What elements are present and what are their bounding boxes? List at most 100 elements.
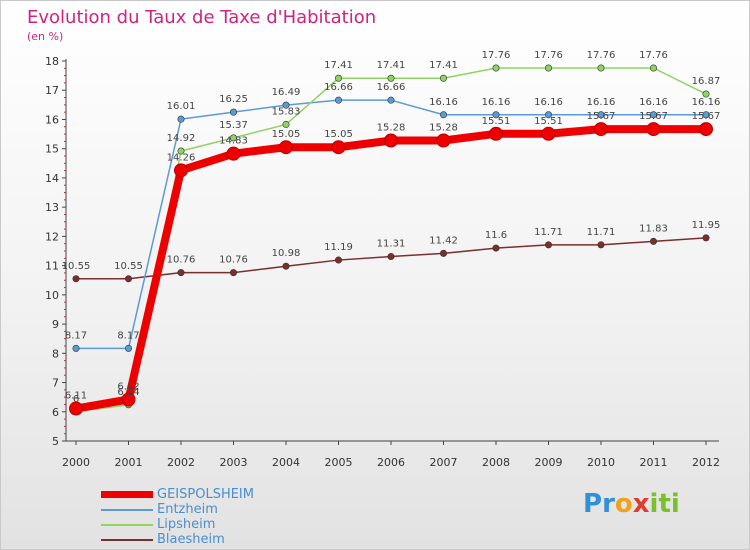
data-label-entzheim: 16.01 xyxy=(167,101,196,112)
logo-letter: r xyxy=(602,489,615,519)
data-label-geispolsheim: 14.26 xyxy=(167,152,196,163)
data-label-geispolsheim: 15.67 xyxy=(692,111,721,122)
data-label-lipsheim: 6.24 xyxy=(117,387,139,398)
data-label-blaesheim: 11.71 xyxy=(534,227,563,238)
logo-letter: i xyxy=(649,489,659,519)
data-point-entzheim xyxy=(177,115,185,123)
data-label-lipsheim: 17.41 xyxy=(429,60,458,71)
data-point-entzheim xyxy=(597,111,605,119)
chart-subtitle: (en %) xyxy=(27,30,64,43)
data-label-geispolsheim: 15.51 xyxy=(482,116,511,127)
y-tick-label: 15 xyxy=(45,143,59,156)
x-tick-label: 2011 xyxy=(640,456,668,469)
data-label-entzheim: 16.66 xyxy=(324,82,353,93)
x-tick-label: 2003 xyxy=(220,456,248,469)
data-label-lipsheim: 15.83 xyxy=(272,106,301,117)
data-point-blaesheim xyxy=(125,275,133,283)
data-point-entzheim xyxy=(72,344,80,352)
y-tick-label: 16 xyxy=(45,113,59,126)
data-point-lipsheim xyxy=(544,64,552,72)
y-tick-label: 5 xyxy=(52,435,59,448)
data-point-lipsheim xyxy=(230,134,238,142)
legend-label-blaesheim: Blaesheim xyxy=(157,532,225,547)
data-point-blaesheim xyxy=(492,244,500,252)
data-label-entzheim: 8.17 xyxy=(65,330,87,341)
x-tick-label: 2004 xyxy=(272,456,300,469)
data-label-blaesheim: 11.42 xyxy=(429,235,458,246)
data-point-blaesheim xyxy=(702,234,710,242)
data-point-lipsheim xyxy=(439,74,447,82)
data-label-lipsheim: 17.76 xyxy=(587,50,616,61)
data-point-entzheim xyxy=(544,111,552,119)
data-point-entzheim xyxy=(230,108,238,116)
data-point-blaesheim xyxy=(387,253,395,261)
data-point-geispolsheim xyxy=(174,163,188,178)
y-tick-label: 17 xyxy=(45,84,59,97)
chart-title: Evolution du Taux de Taxe d'Habitation xyxy=(27,7,377,28)
y-tick-label: 13 xyxy=(45,201,59,214)
data-point-lipsheim xyxy=(702,90,710,98)
data-point-blaesheim xyxy=(439,249,447,257)
data-point-geispolsheim xyxy=(646,122,661,137)
data-point-lipsheim xyxy=(492,64,500,72)
x-tick-label: 2012 xyxy=(692,456,720,469)
data-point-geispolsheim xyxy=(436,133,451,148)
data-label-geispolsheim: 15.28 xyxy=(377,123,406,134)
legend-label-lipsheim: Lipsheim xyxy=(157,517,216,532)
data-label-geispolsheim: 15.51 xyxy=(534,116,563,127)
data-point-entzheim xyxy=(282,101,290,109)
data-label-blaesheim: 10.98 xyxy=(272,248,301,259)
y-tick-label: 9 xyxy=(52,318,59,331)
y-tick-label: 8 xyxy=(52,347,59,360)
data-point-blaesheim xyxy=(649,237,657,245)
data-label-entzheim: 16.16 xyxy=(692,97,721,108)
data-label-entzheim: 16.16 xyxy=(587,97,616,108)
data-label-lipsheim: 17.76 xyxy=(639,50,668,61)
data-label-lipsheim: 15.37 xyxy=(219,120,248,131)
legend-swatch-geispolsheim xyxy=(101,491,153,498)
data-label-geispolsheim: 15.28 xyxy=(429,123,458,134)
data-label-blaesheim: 10.76 xyxy=(219,255,248,266)
data-label-entzheim: 16.16 xyxy=(429,97,458,108)
x-tick-label: 2002 xyxy=(167,456,195,469)
data-point-entzheim xyxy=(649,111,657,119)
data-label-blaesheim: 11.31 xyxy=(377,239,406,250)
legend-label-geispolsheim: GEISPOLSHEIM xyxy=(157,487,254,502)
x-tick-label: 2008 xyxy=(482,456,510,469)
data-point-entzheim xyxy=(387,96,395,104)
data-label-lipsheim: 17.76 xyxy=(534,50,563,61)
data-point-blaesheim xyxy=(282,262,290,270)
y-tick-label: 14 xyxy=(45,172,59,185)
data-label-geispolsheim: 15.05 xyxy=(324,129,353,140)
logo-letter: t xyxy=(658,489,671,519)
y-tick-label: 12 xyxy=(45,230,59,243)
data-label-lipsheim: 6 xyxy=(73,394,79,405)
data-label-lipsheim: 17.41 xyxy=(324,60,353,71)
data-label-entzheim: 16.16 xyxy=(639,97,668,108)
data-label-blaesheim: 11.6 xyxy=(485,230,507,241)
data-label-entzheim: 16.16 xyxy=(534,97,563,108)
data-point-geispolsheim xyxy=(69,401,83,416)
data-point-geispolsheim xyxy=(541,126,556,141)
legend-label-entzheim: Entzheim xyxy=(157,502,218,517)
data-point-geispolsheim xyxy=(226,146,241,161)
y-tick-label: 18 xyxy=(45,55,59,68)
y-tick-label: 10 xyxy=(45,289,59,302)
data-label-geispolsheim: 15.67 xyxy=(587,111,616,122)
legend-swatch-blaesheim xyxy=(101,539,153,541)
y-tick-label: 11 xyxy=(45,260,59,273)
data-point-blaesheim xyxy=(230,269,238,277)
logo-letter: x xyxy=(632,489,650,519)
data-point-lipsheim xyxy=(177,147,185,155)
data-point-geispolsheim xyxy=(331,140,346,155)
data-point-geispolsheim xyxy=(489,126,503,141)
data-label-entzheim: 16.49 xyxy=(272,87,301,98)
data-label-geispolsheim: 6.11 xyxy=(65,391,87,402)
x-tick-label: 2010 xyxy=(587,456,615,469)
data-point-lipsheim xyxy=(597,64,605,72)
logo-letter: o xyxy=(614,489,633,519)
data-label-blaesheim: 10.55 xyxy=(114,261,143,272)
data-point-entzheim xyxy=(334,96,342,104)
